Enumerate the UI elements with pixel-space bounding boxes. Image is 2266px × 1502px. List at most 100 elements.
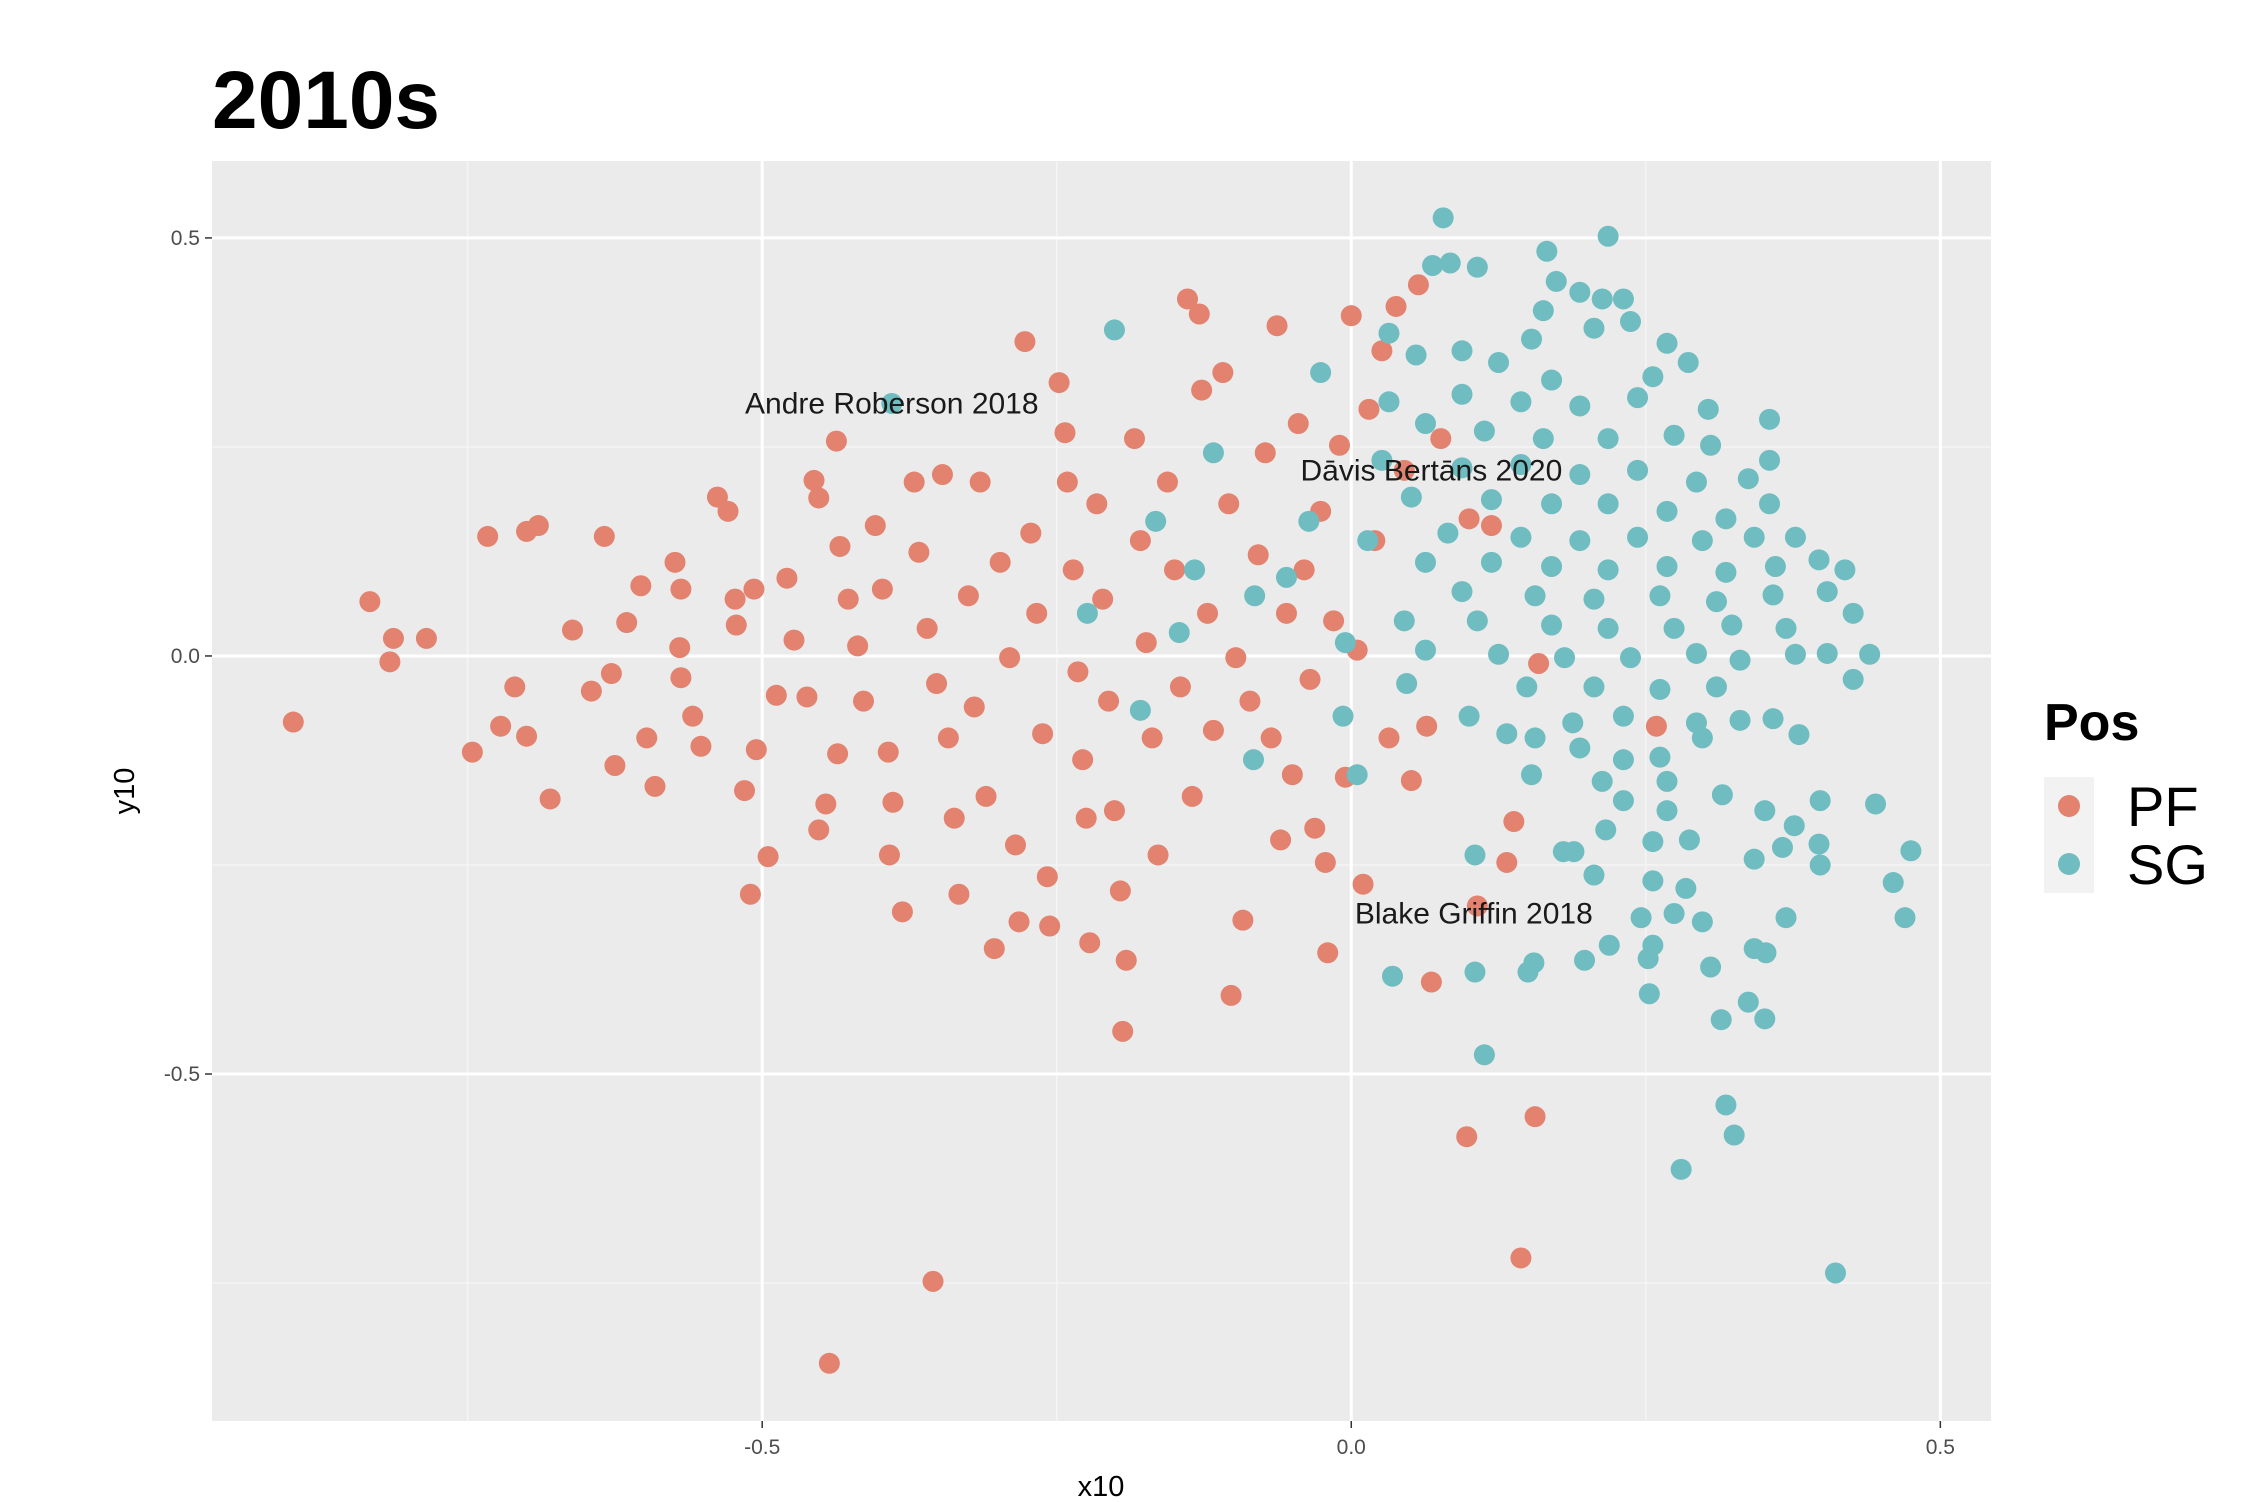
data-point-sg: [1642, 870, 1664, 892]
data-point-sg: [1591, 288, 1613, 310]
point-label: Blake Griffin 2018: [1355, 897, 1593, 930]
data-point-pf: [1480, 515, 1502, 537]
data-point-sg: [1759, 449, 1781, 471]
data-point-sg: [1480, 489, 1502, 511]
data-point-pf: [1254, 442, 1276, 464]
data-point-pf: [1420, 971, 1442, 993]
data-point-pf: [670, 667, 692, 689]
data-point-sg: [1532, 428, 1554, 450]
data-point-pf: [1281, 764, 1303, 786]
chart-title: 2010s: [212, 55, 440, 146]
data-point-pf: [1086, 493, 1108, 515]
data-point-sg: [1414, 551, 1436, 573]
data-point-pf: [1062, 559, 1084, 581]
data-point-sg: [1357, 530, 1379, 552]
data-point-sg: [1612, 705, 1634, 727]
data-point-pf: [1466, 895, 1488, 917]
data-point-sg: [1334, 632, 1356, 654]
data-point-sg: [1656, 500, 1678, 522]
data-point-sg: [1685, 471, 1707, 493]
data-point-sg: [1541, 614, 1563, 636]
data-point-pf: [999, 647, 1021, 669]
data-point-sg: [1700, 434, 1722, 456]
data-point-pf: [1287, 413, 1309, 435]
data-point-sg: [1721, 614, 1743, 636]
data-point-pf: [1020, 522, 1042, 544]
data-point-sg: [1400, 486, 1422, 508]
data-point-pf: [948, 883, 970, 905]
data-point-pf: [1164, 559, 1186, 581]
x-tick-label: 0.0: [1337, 1436, 1366, 1459]
data-point-sg: [1783, 815, 1805, 837]
data-point-sg: [1691, 727, 1713, 749]
data-point-sg: [1597, 617, 1619, 639]
data-point-pf: [1407, 274, 1429, 296]
data-point-pf: [877, 741, 899, 763]
point-label: Dāvis Bertāns 2020: [1300, 454, 1562, 487]
data-point-pf: [600, 663, 622, 685]
data-point-pf: [853, 690, 875, 712]
data-point-pf: [745, 739, 767, 761]
data-point-sg: [1764, 556, 1786, 578]
data-point-sg: [1536, 240, 1558, 262]
data-point-sg: [1346, 764, 1368, 786]
x-axis-title: x10: [1078, 1471, 1125, 1502]
data-point-pf: [682, 705, 704, 727]
data-point-pf: [815, 793, 837, 815]
data-point-sg: [1612, 288, 1634, 310]
data-point-sg: [1569, 530, 1591, 552]
data-point-sg: [1437, 522, 1459, 544]
data-point-pf: [1371, 340, 1393, 362]
data-point-pf: [415, 627, 437, 649]
data-point-sg: [1656, 770, 1678, 792]
data-point-sg: [881, 392, 903, 414]
data-point-sg: [1298, 510, 1320, 532]
data-point-pf: [593, 525, 615, 547]
data-point-sg: [1637, 948, 1659, 970]
x-tick-label: 0.5: [1926, 1436, 1955, 1459]
data-point-pf: [1032, 723, 1054, 745]
data-point-pf: [1197, 602, 1219, 624]
data-point-sg: [1759, 408, 1781, 430]
data-point-pf: [1358, 398, 1380, 420]
data-point-sg: [1663, 424, 1685, 446]
data-point-sg: [1784, 526, 1806, 548]
data-point-sg: [1754, 800, 1776, 822]
data-point-pf: [1528, 652, 1550, 674]
data-point-sg: [1715, 561, 1737, 583]
data-point-pf: [527, 515, 549, 537]
data-point-sg: [1612, 790, 1634, 812]
axes: -0.5 0.0 0.5 -0.5 0.0 0.5: [164, 227, 1955, 1459]
data-point-sg: [1663, 617, 1685, 639]
data-point-pf: [796, 686, 818, 708]
data-point-sg: [1310, 362, 1332, 384]
annotations-layer: Andre Roberson 2018 Dāvis Bertāns 2020 Bla…: [745, 387, 1593, 930]
data-point-pf: [282, 711, 304, 733]
data-point-sg: [1451, 340, 1473, 362]
data-point-pf: [1430, 428, 1452, 450]
data-point-pf: [1645, 715, 1667, 737]
data-point-sg: [1541, 556, 1563, 578]
data-point-pf: [669, 637, 691, 659]
data-point-sg: [1583, 676, 1605, 698]
data-point-pf: [871, 578, 893, 600]
data-point-pf: [1260, 727, 1282, 749]
data-point-pf: [963, 696, 985, 718]
data-point-sg: [1809, 854, 1831, 876]
data-point-sg: [1808, 549, 1830, 571]
data-point-pf: [903, 471, 925, 493]
data-point-sg: [1816, 581, 1838, 603]
data-point-pf: [1079, 932, 1101, 954]
data-point-sg: [1656, 800, 1678, 822]
data-point-sg: [1824, 1262, 1846, 1284]
data-point-sg: [1480, 551, 1502, 573]
data-point-sg: [1244, 585, 1266, 607]
data-point-pf: [878, 844, 900, 866]
data-point-pf: [1026, 602, 1048, 624]
data-point-pf: [882, 791, 904, 813]
data-point-pf: [989, 551, 1011, 573]
data-point-pf: [757, 846, 779, 868]
data-point-sg: [1627, 526, 1649, 548]
data-point-pf: [359, 591, 381, 613]
data-point-sg: [1371, 449, 1393, 471]
